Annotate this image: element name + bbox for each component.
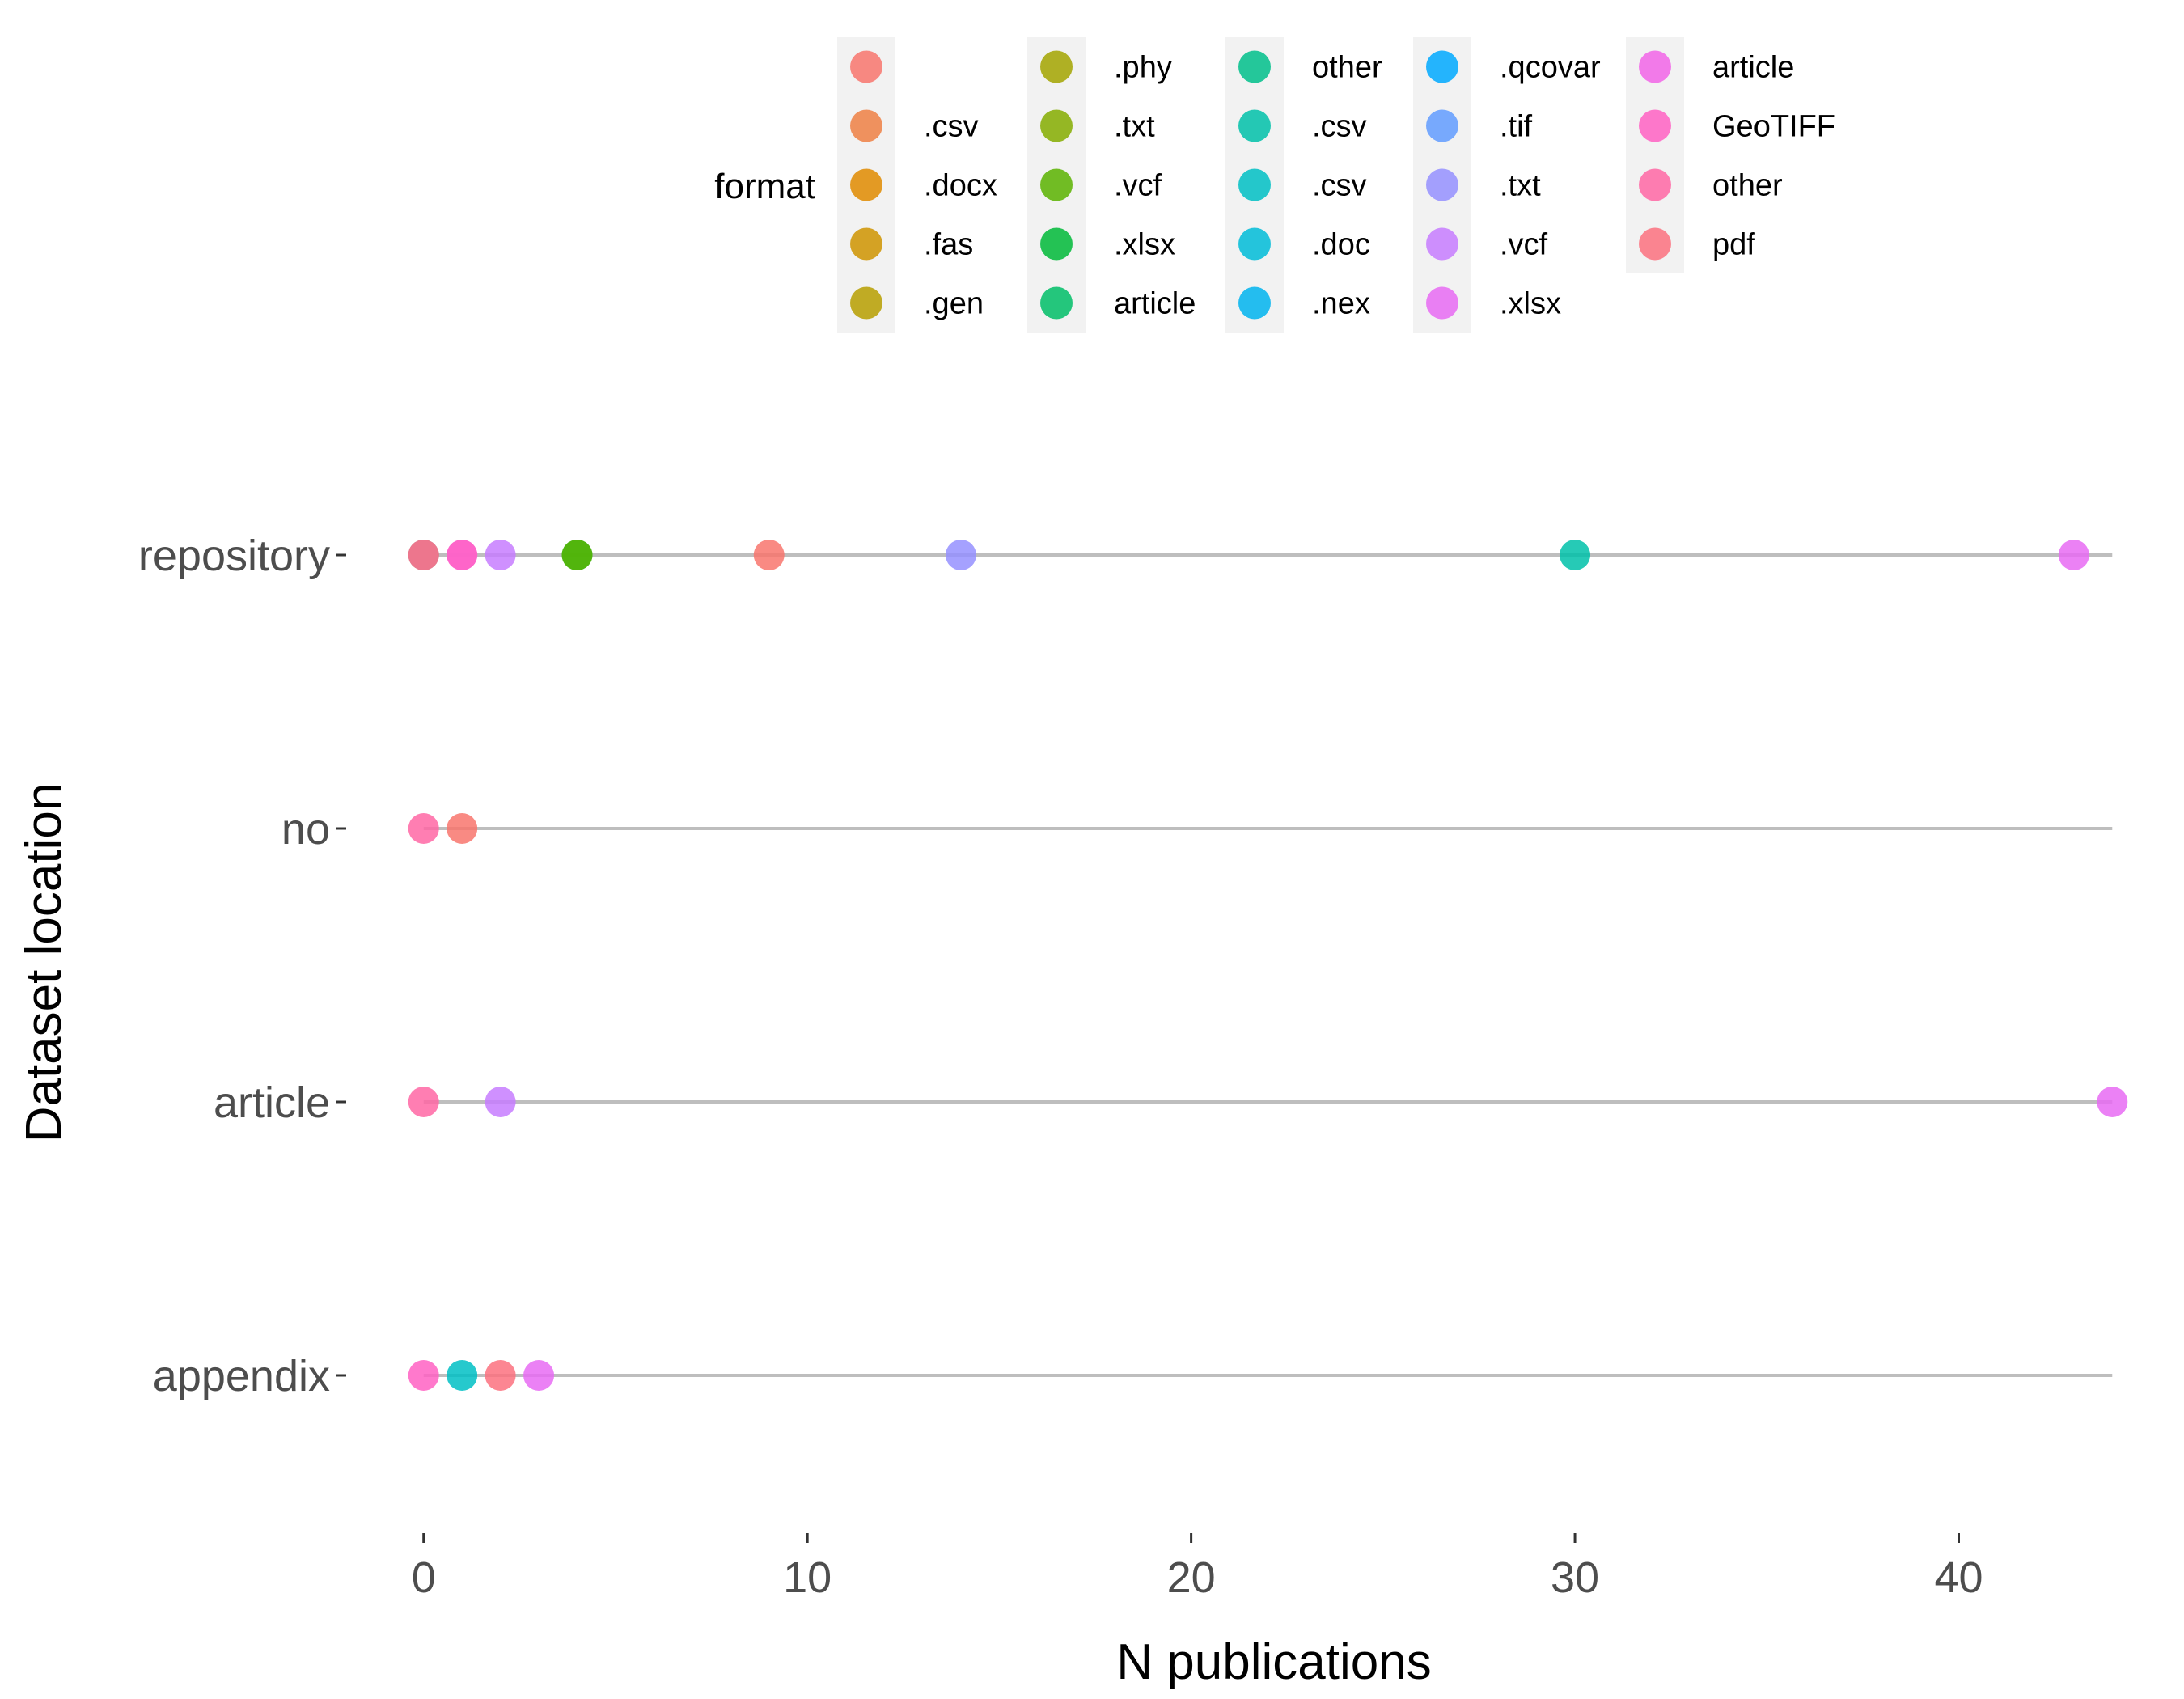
data-point-repository-12 <box>2058 540 2089 570</box>
legend-swatch-3-4 <box>1426 286 1458 320</box>
legend-swatch-2-0 <box>1238 50 1271 83</box>
x-tick-label-10: 10 <box>783 1553 832 1602</box>
legend-swatch-0-4 <box>850 286 882 320</box>
legend-label-2-1: .csv <box>1312 110 1367 144</box>
y-axis: repository no article appendix <box>138 532 346 1400</box>
legend-label-3-3: .vcf <box>1500 228 1548 262</box>
legend-title: format <box>714 167 815 206</box>
legend-swatch-4-0 <box>1639 50 1671 83</box>
data-point-article-16 <box>485 1087 516 1117</box>
data-point-no-14 <box>447 813 478 844</box>
legend-label-0-4: .gen <box>924 287 984 321</box>
data-point-no-13 <box>408 813 439 844</box>
legend-swatch-1-3 <box>1040 227 1073 261</box>
legend-swatch-4-1 <box>1639 109 1671 142</box>
legend-swatch-3-3 <box>1426 227 1458 261</box>
legend-label-0-1: .csv <box>924 110 979 144</box>
category-rows <box>423 553 2113 1377</box>
data-point-repository-6 <box>485 540 516 570</box>
data-point-repository-8 <box>561 540 593 570</box>
data-point-article-17 <box>2097 1087 2128 1117</box>
legend-swatch-4-2 <box>1639 168 1671 201</box>
legend-label-3-0: .qcovar <box>1500 51 1601 85</box>
x-tick-label-40: 40 <box>1934 1553 1983 1602</box>
y-tick-label-article: article <box>214 1078 330 1127</box>
legend-swatch-0-3 <box>850 227 882 261</box>
y-tick-label-repository: repository <box>138 532 330 580</box>
legend-label-1-0: .phy <box>1114 51 1172 85</box>
data-point-appendix-21 <box>523 1360 555 1391</box>
legend-swatch-0-2 <box>850 168 882 201</box>
legend-label-4-1: GeoTIFF <box>1712 110 1835 144</box>
legend-swatch-1-2 <box>1040 168 1073 201</box>
legend-label-2-2: .csv <box>1312 169 1367 203</box>
data-point-repository-3 <box>408 540 439 570</box>
data-point-article-15 <box>408 1087 439 1117</box>
legend-label-0-2: .docx <box>924 169 997 203</box>
data-point-repository-9 <box>753 540 785 570</box>
legend-swatch-1-0 <box>1040 50 1073 83</box>
y-axis-title: Dataset location <box>16 783 72 1143</box>
data-point-appendix-20 <box>485 1360 516 1391</box>
legend-label-4-0: article <box>1712 51 1794 85</box>
x-tick-label-20: 20 <box>1167 1553 1216 1602</box>
x-axis: 0 10 20 30 40 <box>412 1533 1983 1602</box>
legend-swatch-3-1 <box>1426 109 1458 142</box>
legend-label-1-2: .vcf <box>1114 169 1162 203</box>
legend-label-1-3: .xlsx <box>1114 228 1175 262</box>
data-point-repository-11 <box>1560 540 1591 570</box>
legend-label-1-4: article <box>1114 287 1196 321</box>
x-tick-label-0: 0 <box>412 1553 436 1602</box>
legend-swatch-2-4 <box>1238 286 1271 320</box>
legend-swatch-1-1 <box>1040 109 1073 142</box>
data-point-appendix-18 <box>408 1360 439 1391</box>
legend-swatch-2-3 <box>1238 227 1271 261</box>
x-axis-title: N publications <box>1116 1634 1431 1690</box>
legend-label-3-4: .xlsx <box>1500 287 1561 321</box>
data-point-repository-10 <box>945 540 976 570</box>
data-points <box>408 540 2128 1391</box>
legend-swatch-1-4 <box>1040 286 1073 320</box>
legend: format .csv .docx .fas .gen .phy .txt .vcf .xls… <box>714 37 1835 333</box>
legend-swatch-3-2 <box>1426 168 1458 201</box>
x-tick-label-30: 30 <box>1551 1553 1599 1602</box>
data-point-appendix-19 <box>447 1360 478 1391</box>
legend-swatch-3-0 <box>1426 50 1458 83</box>
legend-swatch-0-1 <box>850 109 882 142</box>
legend-label-2-0: other <box>1312 51 1382 85</box>
legend-label-1-1: .txt <box>1114 110 1155 144</box>
y-tick-label-no: no <box>281 805 330 854</box>
legend-label-4-2: other <box>1712 169 1783 203</box>
legend-label-2-3: .doc <box>1312 228 1370 262</box>
legend-label-0-3: .fas <box>924 228 973 262</box>
legend-swatch-2-1 <box>1238 109 1271 142</box>
y-tick-label-appendix: appendix <box>153 1352 330 1400</box>
legend-label-4-3: pdf <box>1712 228 1755 262</box>
legend-label-3-2: .txt <box>1500 169 1541 203</box>
legend-label-3-1: .tif <box>1500 110 1533 144</box>
legend-label-2-4: .nex <box>1312 287 1370 321</box>
legend-swatch-0-0 <box>850 50 882 83</box>
legend-swatch-4-3 <box>1639 227 1671 261</box>
data-point-repository-5 <box>447 540 478 570</box>
legend-swatch-2-2 <box>1238 168 1271 201</box>
